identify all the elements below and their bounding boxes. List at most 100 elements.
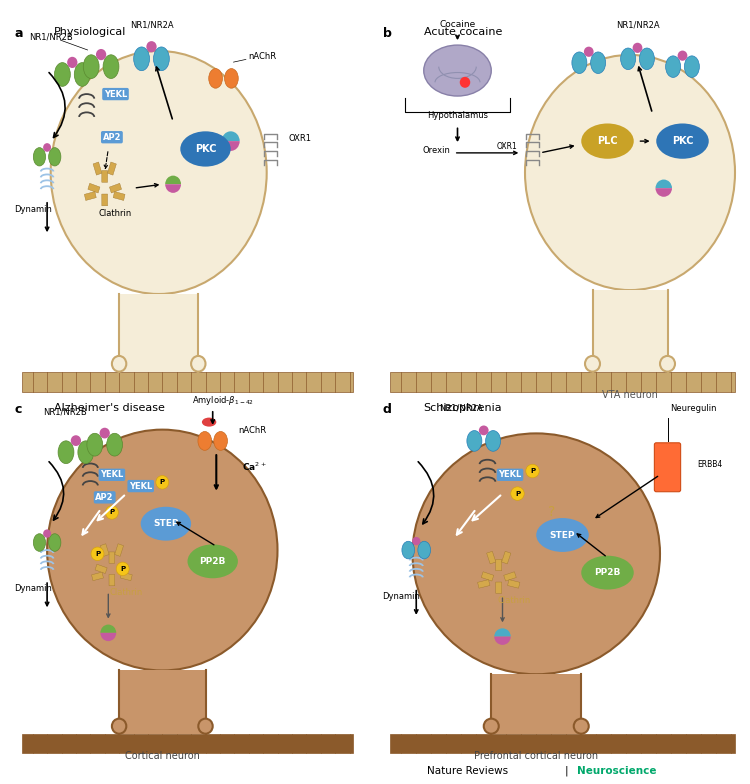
Circle shape	[511, 487, 524, 500]
Bar	[22, 372, 353, 392]
Bar	[390, 734, 735, 753]
Ellipse shape	[112, 356, 126, 372]
Ellipse shape	[581, 556, 634, 590]
Ellipse shape	[103, 55, 119, 78]
Text: Clathrin: Clathrin	[99, 209, 132, 218]
Ellipse shape	[49, 534, 61, 551]
Text: a: a	[15, 27, 23, 41]
Text: NR1/NR2A: NR1/NR2A	[616, 20, 659, 30]
Bar	[92, 572, 104, 581]
Bar	[119, 294, 198, 372]
Bar	[107, 162, 116, 175]
Wedge shape	[100, 633, 116, 641]
Text: YEKL: YEKL	[100, 470, 124, 479]
Wedge shape	[165, 184, 181, 193]
Ellipse shape	[536, 518, 589, 552]
Ellipse shape	[478, 426, 489, 435]
Ellipse shape	[33, 534, 46, 551]
Ellipse shape	[191, 356, 206, 372]
Ellipse shape	[656, 124, 709, 158]
Text: PLC: PLC	[597, 136, 618, 146]
Bar	[88, 183, 100, 193]
Text: NR1/NR2A: NR1/NR2A	[130, 20, 173, 30]
Text: Prefrontal cortical neuron: Prefrontal cortical neuron	[474, 751, 598, 761]
Text: Clathrin: Clathrin	[110, 588, 143, 597]
Text: VTA neuron: VTA neuron	[602, 390, 658, 400]
Ellipse shape	[214, 431, 227, 450]
Bar	[102, 170, 107, 183]
Text: c: c	[15, 403, 22, 416]
Ellipse shape	[43, 529, 51, 538]
Ellipse shape	[74, 63, 90, 86]
Text: AP2: AP2	[95, 493, 114, 502]
Circle shape	[91, 547, 104, 561]
Ellipse shape	[574, 719, 589, 734]
Wedge shape	[656, 188, 672, 197]
Text: OXR1: OXR1	[288, 134, 311, 143]
Text: P: P	[95, 551, 100, 557]
Ellipse shape	[424, 45, 491, 96]
Ellipse shape	[33, 147, 46, 166]
Text: ERBB4: ERBB4	[698, 460, 723, 470]
Bar	[119, 670, 206, 734]
Ellipse shape	[141, 506, 191, 541]
Ellipse shape	[96, 49, 106, 60]
Circle shape	[526, 464, 539, 477]
Ellipse shape	[484, 719, 499, 734]
Bar	[113, 191, 125, 201]
Ellipse shape	[154, 47, 170, 71]
Ellipse shape	[466, 430, 482, 452]
Ellipse shape	[666, 56, 681, 78]
Ellipse shape	[209, 69, 223, 89]
Bar	[22, 734, 353, 753]
Bar	[487, 551, 496, 564]
Ellipse shape	[525, 55, 735, 290]
Wedge shape	[494, 628, 511, 637]
Ellipse shape	[412, 537, 421, 545]
Text: PKC: PKC	[195, 144, 216, 154]
Text: Cocaine: Cocaine	[440, 20, 476, 30]
Circle shape	[156, 476, 169, 489]
Bar	[95, 564, 107, 574]
Ellipse shape	[572, 52, 586, 74]
Circle shape	[116, 562, 129, 575]
Bar	[93, 162, 102, 175]
Circle shape	[460, 77, 470, 88]
Bar	[115, 544, 124, 557]
Text: Clathrin: Clathrin	[497, 596, 530, 604]
Ellipse shape	[584, 47, 594, 57]
Ellipse shape	[198, 719, 213, 734]
Text: YEKL: YEKL	[129, 481, 152, 491]
Ellipse shape	[413, 434, 660, 674]
Text: OXR1: OXR1	[496, 142, 517, 151]
Text: Cortical neuron: Cortical neuron	[124, 751, 200, 761]
Circle shape	[106, 506, 118, 519]
Text: Nature Reviews: Nature Reviews	[427, 766, 508, 776]
Text: Schizophrenia: Schizophrenia	[424, 403, 502, 413]
Text: P: P	[515, 491, 520, 496]
Bar	[482, 572, 494, 581]
Ellipse shape	[58, 441, 74, 463]
Bar	[102, 194, 107, 206]
Bar	[496, 582, 502, 593]
Text: YEKL: YEKL	[104, 89, 127, 99]
Ellipse shape	[678, 50, 687, 61]
Text: PP2B: PP2B	[594, 568, 621, 577]
Ellipse shape	[684, 56, 699, 78]
Wedge shape	[165, 176, 181, 184]
Text: Alzheimer's disease: Alzheimer's disease	[54, 403, 165, 413]
Text: Acute cocaine: Acute cocaine	[424, 27, 502, 38]
Ellipse shape	[581, 124, 634, 158]
Wedge shape	[222, 131, 240, 141]
Ellipse shape	[146, 41, 157, 53]
Text: Dynamin: Dynamin	[382, 592, 420, 601]
Ellipse shape	[43, 143, 51, 152]
Ellipse shape	[51, 51, 267, 294]
Text: Physiological: Physiological	[54, 27, 127, 38]
Text: Dynamin: Dynamin	[13, 584, 52, 593]
Text: Neuregulin: Neuregulin	[670, 404, 717, 413]
Bar	[390, 372, 735, 392]
Ellipse shape	[134, 47, 149, 71]
Text: ?: ?	[548, 505, 555, 519]
Ellipse shape	[621, 48, 635, 70]
